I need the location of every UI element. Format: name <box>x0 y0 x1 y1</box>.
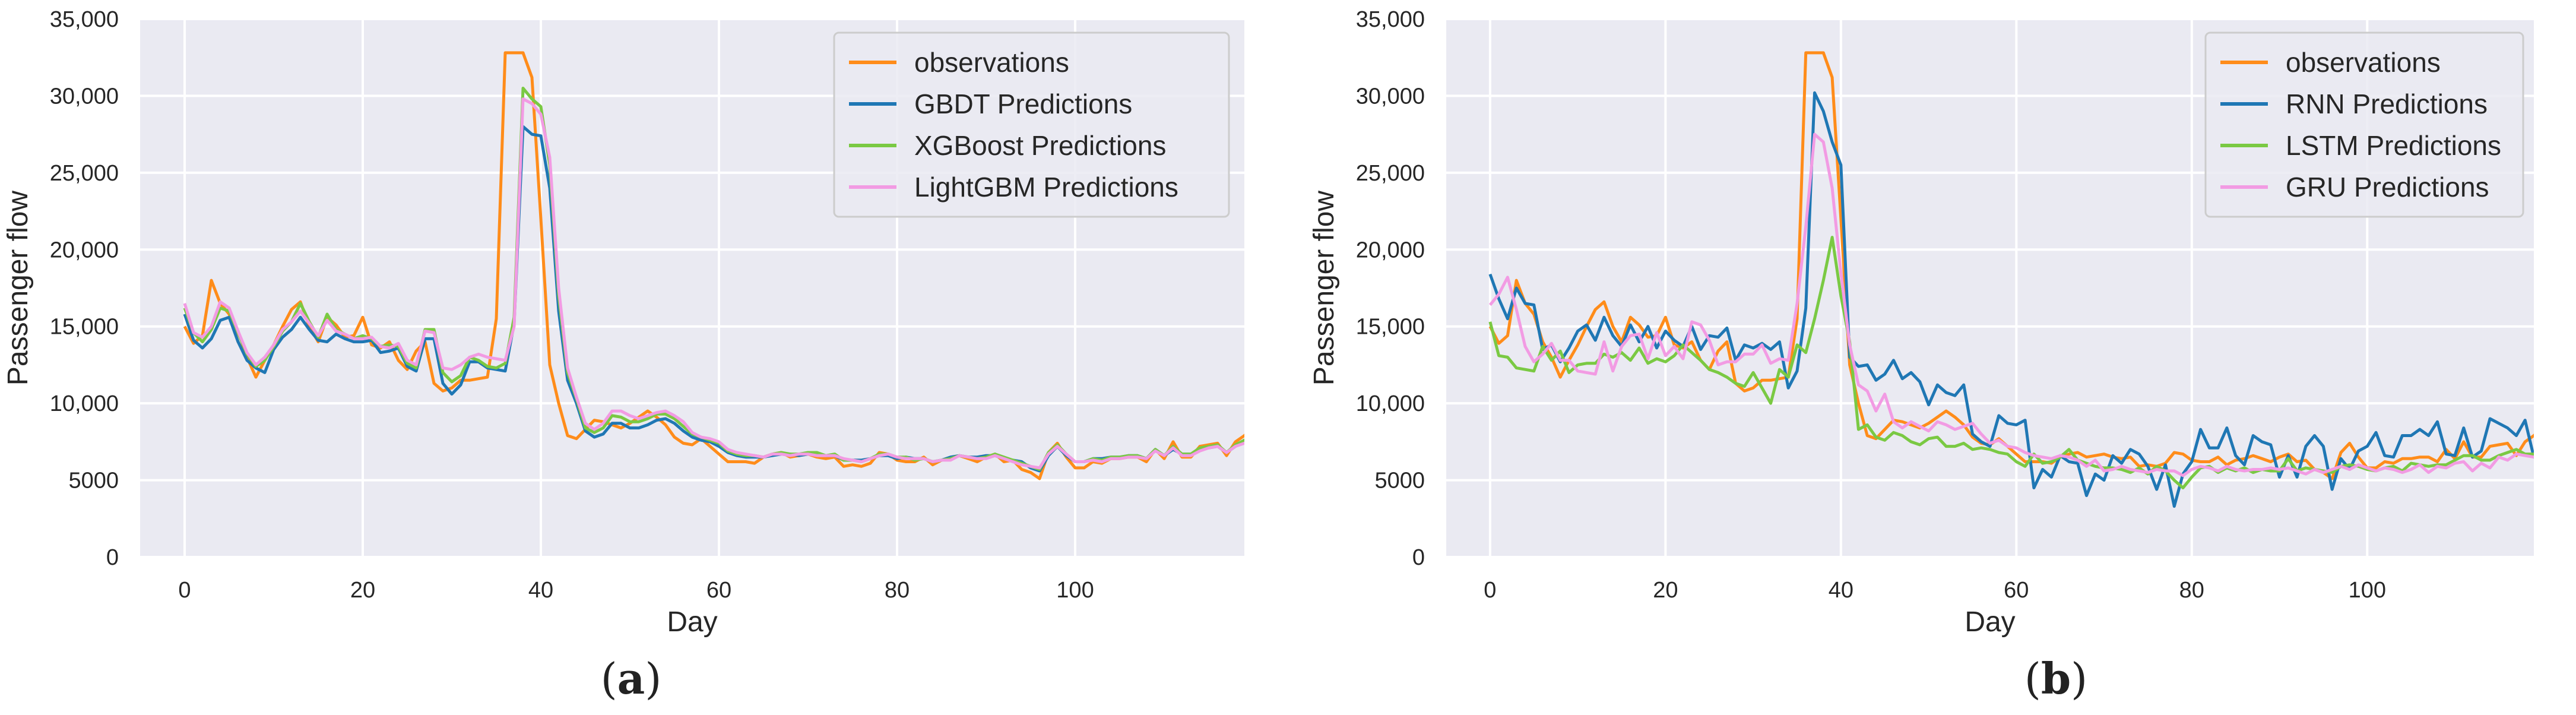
y-tick-label: 25,000 <box>50 161 119 186</box>
y-tick-label: 35,000 <box>1356 7 1425 32</box>
legend-label: GBDT Predictions <box>914 88 1132 119</box>
legend-label: observations <box>914 47 1069 78</box>
y-tick-label: 30,000 <box>1356 84 1425 109</box>
x-tick-label: 20 <box>1653 578 1678 603</box>
y-axis-label: Passenger flow <box>2 191 34 386</box>
y-tick-label: 0 <box>1412 545 1425 570</box>
legend-label: LSTM Predictions <box>2286 130 2501 161</box>
x-tick-label: 100 <box>2349 578 2386 603</box>
legend: observations GBDT Predictions XGBoost Pred… <box>833 31 1230 218</box>
caption-b: (b) <box>2024 653 2088 704</box>
legend-label: GRU Predictions <box>2286 172 2489 203</box>
legend-box <box>833 31 1230 218</box>
caption-a: (a) <box>600 653 662 704</box>
chart-panel-a: 0 20 40 60 80 100 0 5000 10,000 15,000 20,000 25,00… <box>2 7 1244 704</box>
legend: observations RNN Predictions LSTM Predicti… <box>2204 31 2524 218</box>
chart-a-svg: 0 20 40 60 80 100 0 5000 10,000 15,000 20,000 25,00… <box>2 7 1244 638</box>
legend-label: LightGBM Predictions <box>914 172 1178 203</box>
series-line-gru-predictions <box>1488 132 2534 477</box>
y-tick-label: 10,000 <box>50 391 119 416</box>
x-tick-label: 0 <box>1484 578 1496 603</box>
caption-b-letter: b <box>2040 653 2071 704</box>
x-tick-label: 100 <box>1056 578 1094 603</box>
legend-label: observations <box>2286 47 2441 78</box>
x-tick-label: 40 <box>1829 578 1853 603</box>
caption-a-letter: a <box>617 653 645 704</box>
chart-panel-b: 0 20 40 60 80 100 0 5000 10,000 15,000 20,000 25,00… <box>1288 0 2576 715</box>
y-tick-label: 15,000 <box>1356 315 1425 340</box>
y-tick-label: 25,000 <box>1356 161 1425 186</box>
legend-box <box>2204 31 2524 218</box>
x-tick-label: 60 <box>2004 578 2029 603</box>
y-tick-label: 5000 <box>68 469 119 493</box>
legend-label: XGBoost Predictions <box>914 130 1166 161</box>
y-tick-label: 15,000 <box>50 315 119 340</box>
chart-b-svg: 0 20 40 60 80 100 0 5000 10,000 15,000 20,000 25,00… <box>1308 7 2534 638</box>
series-line-rnn-predictions <box>1488 91 2534 508</box>
y-tick-label: 10,000 <box>1356 391 1425 416</box>
x-axis-label: Day <box>667 606 717 638</box>
y-axis-label: Passenger flow <box>1308 191 1340 386</box>
x-tick-label: 0 <box>178 578 191 603</box>
x-axis-label: Day <box>1965 606 2015 638</box>
legend-label: RNN Predictions <box>2286 88 2488 119</box>
y-tick-label: 20,000 <box>1356 238 1425 262</box>
y-tick-label: 5000 <box>1374 469 1425 493</box>
y-tick-label: 20,000 <box>50 238 119 262</box>
y-tick-label: 30,000 <box>50 84 119 109</box>
x-tick-label: 60 <box>706 578 731 603</box>
series-line-lightgbm-predictions <box>183 97 1244 470</box>
x-tick-label: 40 <box>528 578 553 603</box>
y-tick-label: 35,000 <box>50 7 119 32</box>
y-tick-label: 0 <box>106 545 119 570</box>
x-tick-label: 80 <box>885 578 910 603</box>
series-line-observations <box>183 51 1244 480</box>
x-tick-label: 80 <box>2179 578 2204 603</box>
x-tick-label: 20 <box>350 578 375 603</box>
